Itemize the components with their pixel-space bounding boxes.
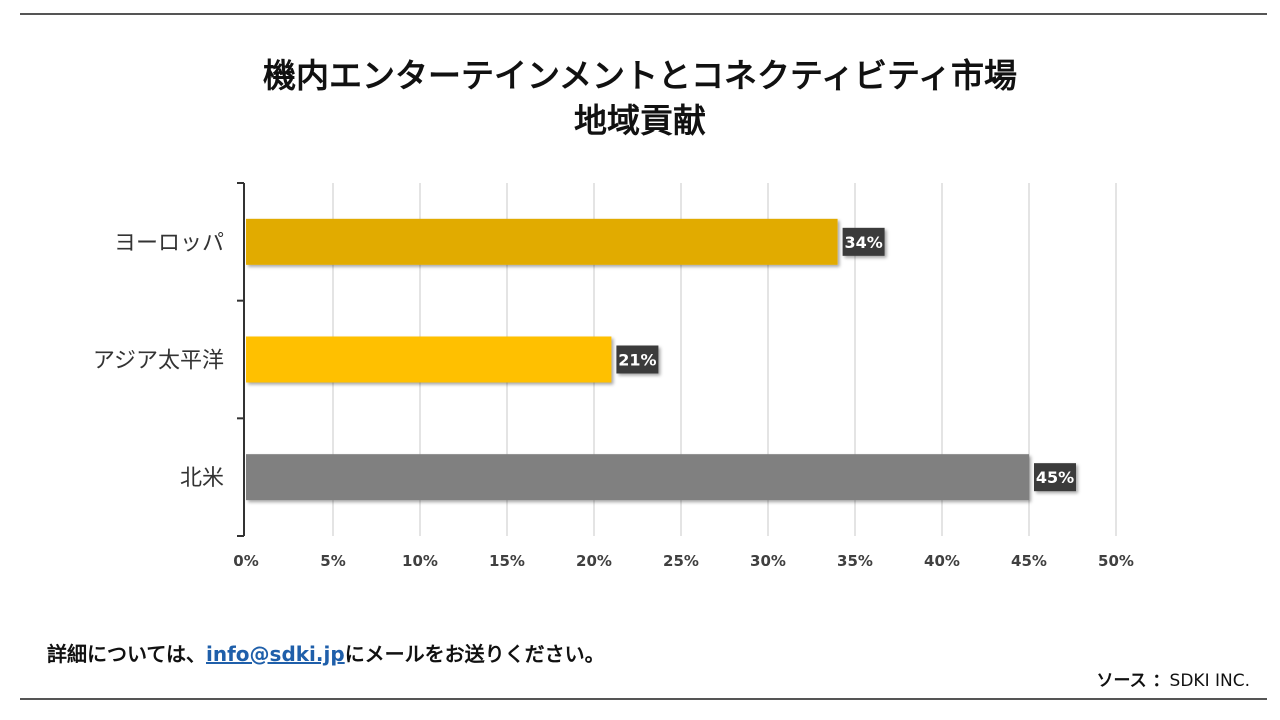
x-tick-label: 10% bbox=[402, 552, 438, 570]
data-label: 45% bbox=[1036, 468, 1074, 487]
bar bbox=[246, 218, 838, 265]
x-tick-label: 20% bbox=[576, 552, 612, 570]
x-tick-label: 25% bbox=[663, 552, 699, 570]
bar bbox=[246, 336, 612, 383]
x-tick-label: 0% bbox=[233, 552, 258, 570]
data-label-box bbox=[842, 227, 885, 256]
source-note: ソース ：SDKI INC. bbox=[1096, 666, 1250, 691]
x-tick-label: 35% bbox=[837, 552, 873, 570]
data-label-box bbox=[1034, 463, 1076, 492]
email-link[interactable]: info@sdki.jp bbox=[206, 642, 345, 666]
x-tick-label: 45% bbox=[1011, 552, 1047, 570]
bar bbox=[246, 454, 1029, 501]
category-label: ヨーロッパ bbox=[114, 231, 224, 256]
data-label-box bbox=[616, 345, 659, 374]
category-label: 北米 bbox=[180, 466, 224, 491]
source-value: SDKI INC. bbox=[1169, 671, 1250, 691]
x-tick-label: 30% bbox=[750, 552, 786, 570]
data-label: 34% bbox=[844, 233, 882, 252]
data-label: 21% bbox=[618, 351, 656, 370]
x-tick-label: 15% bbox=[489, 552, 525, 570]
chart-title-line2: 地域貢献 bbox=[574, 101, 706, 140]
x-tick-label: 5% bbox=[320, 552, 345, 570]
x-tick-label: 50% bbox=[1098, 552, 1134, 570]
contact-prefix: 詳細については、 bbox=[47, 642, 206, 666]
category-label: アジア太平洋 bbox=[93, 349, 224, 374]
contact-note: 詳細については、info@sdki.jpにメールをお送りください。 bbox=[47, 638, 605, 667]
top-divider bbox=[20, 13, 1267, 15]
x-tick-label: 40% bbox=[924, 552, 960, 570]
contact-suffix: にメールをお送りください。 bbox=[344, 642, 605, 666]
chart-title-line1: 機内エンターテインメントとコネクティビティ市場 bbox=[262, 56, 1018, 95]
bottom-divider bbox=[20, 698, 1267, 700]
source-label: ソース ： bbox=[1096, 671, 1170, 691]
